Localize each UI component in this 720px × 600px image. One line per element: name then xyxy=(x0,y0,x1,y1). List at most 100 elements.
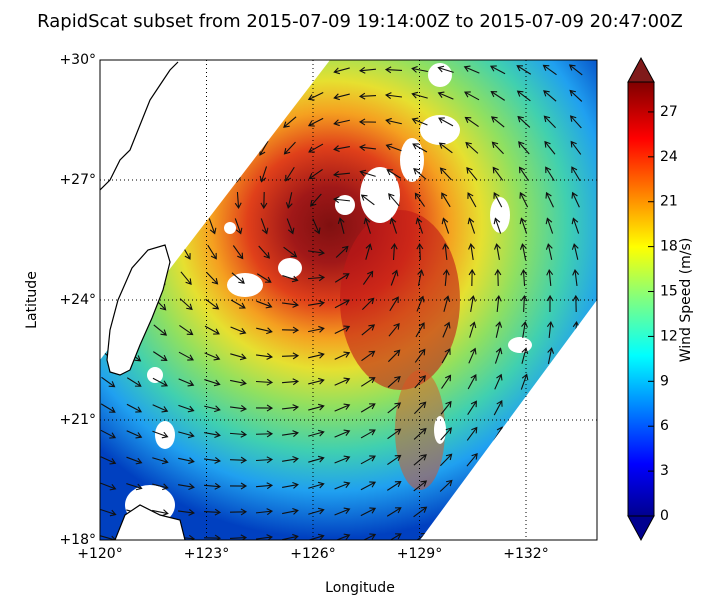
wind-arrow xyxy=(572,425,581,442)
wind-arrow xyxy=(358,66,377,74)
wind-arrow xyxy=(544,530,556,540)
wind-arrow xyxy=(335,245,349,258)
wind-arrow xyxy=(365,243,373,260)
wind-arrow xyxy=(229,430,248,438)
y-tick-label: +30° xyxy=(59,52,96,68)
wind-arrow xyxy=(417,269,425,286)
wind-arrow xyxy=(519,243,527,260)
wind-arrow xyxy=(232,245,244,260)
wind-arrow xyxy=(334,507,351,516)
wind-arrow xyxy=(334,351,351,360)
colorbar-tick-label: 12 xyxy=(660,328,678,344)
wind-arrow xyxy=(334,455,351,464)
wind-arrow xyxy=(441,217,450,234)
wind-arrow xyxy=(571,217,580,234)
wind-arrow xyxy=(282,90,297,102)
wind-arrow xyxy=(361,324,376,336)
map-frame xyxy=(99,59,598,541)
wind-arrow xyxy=(182,218,191,235)
wind-arrow xyxy=(308,377,325,385)
wind-arrow xyxy=(178,431,195,439)
wind-arrow xyxy=(179,298,193,311)
wind-arrow xyxy=(359,169,376,177)
wind-arrow xyxy=(104,139,112,158)
wind-arrow xyxy=(255,430,274,438)
wind-arrow xyxy=(333,145,350,153)
wind-arrow xyxy=(256,327,273,335)
wind-arrow xyxy=(156,139,164,158)
wind-arrow xyxy=(546,425,555,442)
wind-arrow xyxy=(286,218,295,235)
wind-arrow xyxy=(256,273,272,283)
wind-arrow xyxy=(234,191,242,210)
wind-arrow xyxy=(542,64,557,76)
colorbar-tick-label: 24 xyxy=(660,149,678,165)
y-axis-label: Latitude xyxy=(24,271,40,329)
wind-arrow xyxy=(415,322,425,338)
wind-arrow xyxy=(307,117,324,127)
wind-arrow xyxy=(520,399,529,416)
wind-arrow xyxy=(334,429,351,438)
wind-arrow xyxy=(360,481,377,491)
wind-arrow xyxy=(440,400,452,415)
colorbar-tick-label: 3 xyxy=(660,463,669,479)
wind-arrow xyxy=(572,294,580,313)
wind-arrow xyxy=(360,429,376,439)
wind-arrow xyxy=(255,378,274,386)
wind-arrow xyxy=(231,272,245,284)
wind-arrow xyxy=(413,168,427,180)
wind-arrow xyxy=(518,504,530,519)
x-tick-label: +132° xyxy=(503,546,548,562)
x-axis-label: Longitude xyxy=(325,580,395,596)
wind-arrow xyxy=(569,115,582,129)
wind-arrow xyxy=(387,454,402,465)
wind-arrow xyxy=(440,453,453,467)
wind-arrow xyxy=(308,403,325,411)
wind-arrow xyxy=(545,166,555,182)
wind-arrow xyxy=(156,218,165,235)
wind-arrow xyxy=(361,350,376,362)
wind-arrow xyxy=(493,217,502,234)
wind-arrow xyxy=(573,347,580,364)
wind-arrow xyxy=(411,117,428,126)
y-tick-label: +24° xyxy=(59,292,96,308)
wind-arrow xyxy=(518,530,530,540)
wind-arrow xyxy=(493,191,503,208)
wind-arrow xyxy=(204,431,221,438)
wind-arrow xyxy=(384,66,403,74)
wind-arrow xyxy=(282,507,299,515)
wind-swath xyxy=(100,60,597,540)
wind-arrow xyxy=(334,299,351,309)
wind-arrow xyxy=(466,479,479,493)
colorbar-extend-min xyxy=(627,515,655,542)
wind-arrow xyxy=(130,139,138,158)
wind-arrow xyxy=(204,405,221,413)
wind-arrow xyxy=(203,534,222,540)
wind-arrow xyxy=(545,504,555,519)
wind-arrow xyxy=(467,374,477,390)
wind-arrow xyxy=(230,326,247,335)
wind-arrow xyxy=(283,116,297,128)
wind-arrow xyxy=(259,166,268,183)
wind-arrow xyxy=(104,113,112,132)
wind-arrow xyxy=(260,218,269,235)
wind-arrow xyxy=(258,115,270,130)
wind-band xyxy=(395,370,445,490)
wind-arrow xyxy=(572,451,581,468)
wind-arrow xyxy=(230,379,247,387)
wind-arrow xyxy=(232,63,244,77)
wind-arrow xyxy=(130,114,137,131)
wind-arrow xyxy=(333,93,350,101)
y-tick-label: +27° xyxy=(59,172,96,188)
wind-arrow xyxy=(493,400,503,416)
wind-arrow xyxy=(179,325,194,336)
wind-arrow xyxy=(467,217,476,234)
wind-arrow xyxy=(308,481,325,489)
wind-arrow xyxy=(208,218,217,235)
wind-arrow xyxy=(545,191,554,208)
wind-arrow xyxy=(285,192,293,209)
wind-arrow xyxy=(387,349,401,363)
china-coastline xyxy=(100,61,179,191)
wind-arrow xyxy=(255,404,274,412)
